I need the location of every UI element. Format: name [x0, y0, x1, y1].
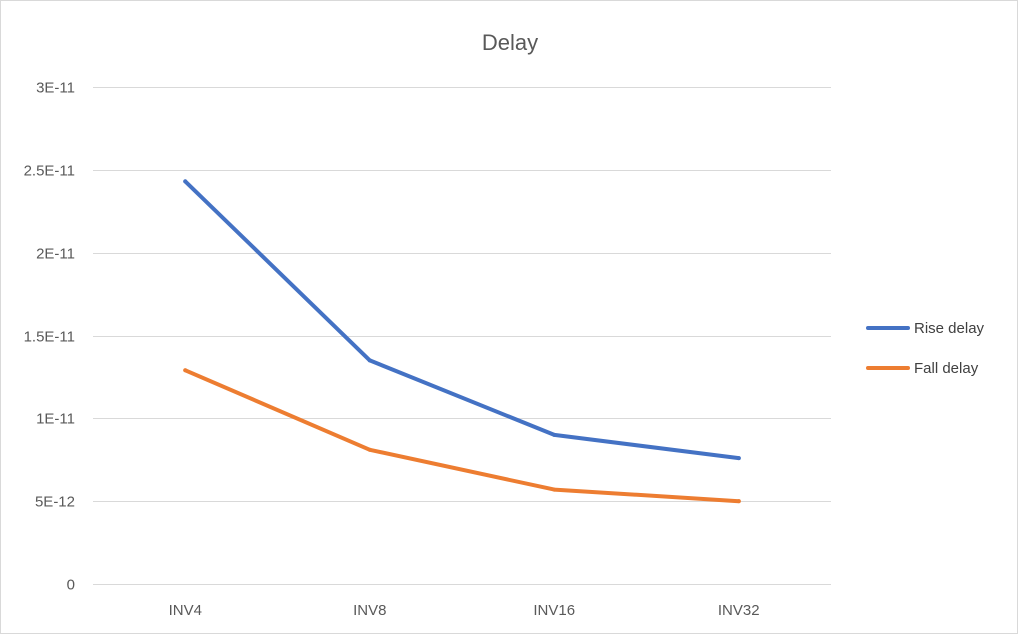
data-point	[552, 432, 557, 437]
y-tick-label: 5E-12	[35, 494, 75, 511]
data-point	[552, 487, 557, 492]
x-tick-label: INV4	[169, 602, 202, 619]
legend-label: Rise delay	[914, 320, 985, 337]
data-point	[367, 358, 372, 363]
data-point	[736, 499, 741, 504]
data-point	[183, 179, 188, 184]
x-tick-label: INV8	[353, 602, 386, 619]
chart-title: Delay	[482, 30, 538, 55]
x-axis-tick-labels: INV4 INV8 INV16 INV32	[169, 602, 760, 619]
y-axis-tick-labels: 0 5E-12 1E-11 1.5E-11 2E-11 2.5E-11 3E-11	[24, 80, 75, 594]
legend: Rise delay Fall delay	[866, 320, 985, 377]
y-tick-label: 1.5E-11	[24, 329, 75, 346]
y-tick-label: 2.5E-11	[24, 163, 75, 180]
x-tick-label: INV16	[533, 602, 575, 619]
legend-label: Fall delay	[914, 360, 979, 377]
series-line-0	[183, 179, 741, 461]
y-tick-label: 3E-11	[36, 80, 75, 97]
y-tick-label: 0	[67, 577, 75, 594]
gridlines	[93, 87, 831, 585]
series-lines	[183, 179, 741, 504]
data-point	[183, 368, 188, 373]
y-tick-label: 2E-11	[36, 246, 75, 263]
data-point	[367, 447, 372, 452]
x-tick-label: INV32	[718, 602, 760, 619]
data-point	[736, 456, 741, 461]
series-line-1	[183, 368, 741, 504]
y-tick-label: 1E-11	[36, 411, 75, 428]
